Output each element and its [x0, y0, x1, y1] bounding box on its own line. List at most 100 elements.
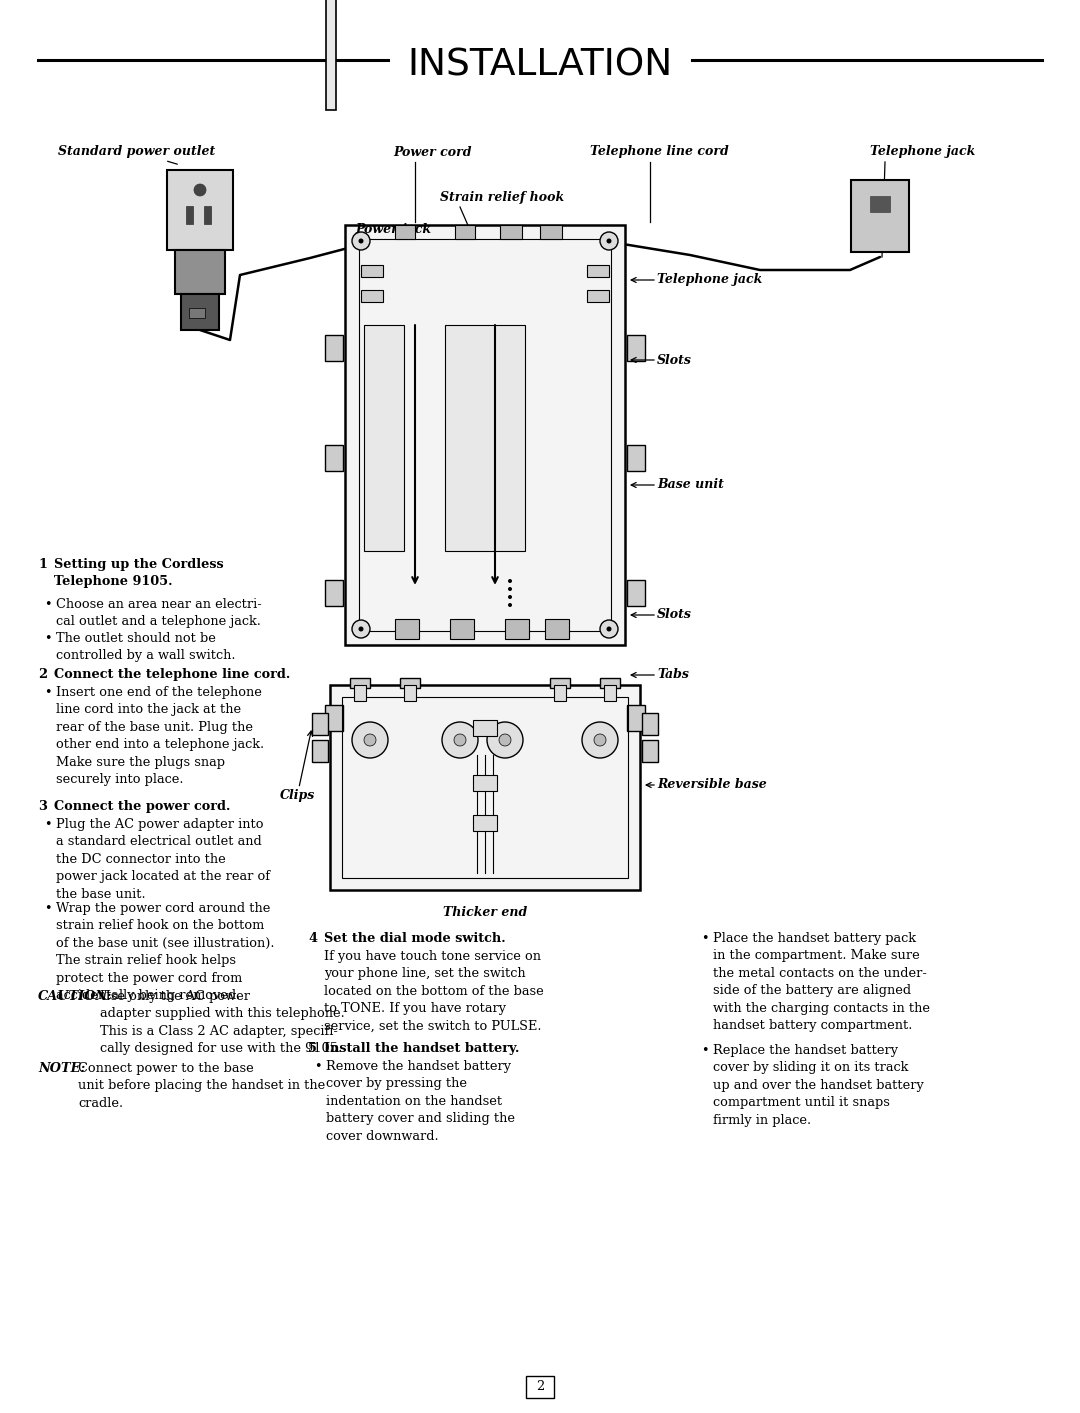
Bar	[326, 0, 336, 110]
Circle shape	[508, 603, 512, 608]
Bar	[354, 685, 366, 701]
Text: CAUTION:: CAUTION:	[38, 991, 112, 1003]
Text: Telephone jack: Telephone jack	[631, 274, 762, 287]
Bar	[473, 721, 497, 736]
Bar	[505, 619, 529, 639]
Bar	[312, 714, 328, 735]
Bar	[627, 445, 645, 471]
Text: •: •	[44, 818, 52, 831]
Bar	[345, 225, 625, 644]
Bar	[540, 225, 562, 239]
Text: Telephone jack: Telephone jack	[870, 146, 975, 158]
Text: INSTALLATION: INSTALLATION	[407, 47, 673, 83]
Text: Use only the AC power
adapter supplied with this telephone.
This is a Class 2 AC: Use only the AC power adapter supplied w…	[100, 991, 345, 1056]
Bar	[395, 225, 415, 239]
Text: Power cord: Power cord	[393, 146, 472, 158]
Text: 2: 2	[536, 1381, 544, 1393]
Circle shape	[600, 620, 618, 639]
Circle shape	[359, 239, 364, 243]
Text: Setting up the Cordless
Telephone 9105.: Setting up the Cordless Telephone 9105.	[54, 558, 224, 588]
Circle shape	[607, 626, 611, 632]
Text: Slots: Slots	[631, 609, 692, 622]
Bar	[526, 1376, 554, 1397]
Circle shape	[194, 184, 206, 196]
Text: Remove the handset battery
cover by pressing the
indentation on the handset
batt: Remove the handset battery cover by pres…	[326, 1060, 515, 1143]
Text: Power jack: Power jack	[355, 223, 431, 236]
Bar	[364, 325, 404, 551]
Bar	[588, 266, 609, 277]
Circle shape	[508, 579, 512, 584]
Circle shape	[454, 733, 465, 746]
Circle shape	[594, 733, 606, 746]
Bar	[600, 678, 620, 688]
Text: 5: 5	[308, 1041, 316, 1056]
Bar	[325, 445, 343, 471]
Text: Insert one end of the telephone
line cord into the jack at the
rear of the base : Insert one end of the telephone line cor…	[56, 685, 265, 786]
Bar	[554, 685, 566, 701]
Text: •: •	[44, 598, 52, 610]
Text: 2: 2	[38, 668, 48, 681]
Circle shape	[508, 595, 512, 599]
Bar	[404, 685, 416, 701]
Bar	[325, 705, 343, 731]
Bar	[473, 815, 497, 831]
Text: NOTE:: NOTE:	[38, 1063, 85, 1075]
Bar	[550, 678, 570, 688]
Bar	[400, 678, 420, 688]
Text: Replace the handset battery
cover by sliding it on its track
up and over the han: Replace the handset battery cover by sli…	[713, 1044, 923, 1126]
Bar	[325, 579, 343, 606]
Bar	[500, 225, 522, 239]
Text: 1: 1	[38, 558, 46, 571]
Text: Install the handset battery.: Install the handset battery.	[324, 1041, 519, 1056]
Text: Clips: Clips	[280, 731, 315, 801]
Text: Plug the AC power adapter into
a standard electrical outlet and
the DC connector: Plug the AC power adapter into a standar…	[56, 818, 270, 900]
Bar	[870, 196, 890, 212]
Circle shape	[352, 620, 370, 639]
Text: Connect the power cord.: Connect the power cord.	[54, 800, 230, 812]
Text: •: •	[701, 933, 708, 945]
Bar	[312, 740, 328, 762]
Bar	[642, 714, 658, 735]
Text: Wrap the power cord around the
strain relief hook on the bottom
of the base unit: Wrap the power cord around the strain re…	[56, 901, 274, 1002]
Text: •: •	[44, 901, 52, 916]
Bar	[545, 619, 569, 639]
Text: Slots: Slots	[631, 353, 692, 366]
Circle shape	[607, 239, 611, 243]
Bar	[361, 266, 383, 277]
Text: Telephone line cord: Telephone line cord	[590, 146, 729, 158]
Circle shape	[359, 626, 364, 632]
Bar	[627, 579, 645, 606]
Text: Reversible base: Reversible base	[646, 779, 767, 791]
Bar	[450, 619, 474, 639]
Bar	[186, 206, 193, 225]
Bar	[361, 290, 383, 302]
Text: 4: 4	[308, 933, 318, 945]
Bar	[627, 705, 645, 731]
Circle shape	[364, 733, 376, 746]
Bar	[473, 774, 497, 791]
Bar	[342, 697, 627, 877]
Bar	[455, 225, 475, 239]
Text: Base unit: Base unit	[631, 479, 724, 492]
Bar	[445, 325, 525, 551]
Bar	[588, 290, 609, 302]
Text: Choose an area near an electri-
cal outlet and a telephone jack.: Choose an area near an electri- cal outl…	[56, 598, 261, 629]
Bar	[642, 740, 658, 762]
Text: •: •	[44, 632, 52, 644]
Text: If you have touch tone service on
your phone line, set the switch
located on the: If you have touch tone service on your p…	[324, 950, 543, 1033]
Text: Connect the telephone line cord.: Connect the telephone line cord.	[54, 668, 291, 681]
Circle shape	[352, 232, 370, 250]
Circle shape	[352, 722, 388, 757]
Text: •: •	[314, 1060, 322, 1072]
Bar	[330, 685, 640, 890]
Text: Place the handset battery pack
in the compartment. Make sure
the metal contacts : Place the handset battery pack in the co…	[713, 933, 930, 1031]
Bar	[350, 678, 370, 688]
Circle shape	[442, 722, 478, 757]
Text: Thicker end: Thicker end	[443, 906, 527, 918]
Text: Tabs: Tabs	[631, 668, 689, 681]
Text: 3: 3	[38, 800, 48, 812]
Circle shape	[487, 722, 523, 757]
Circle shape	[582, 722, 618, 757]
Bar	[181, 294, 219, 331]
Text: •: •	[44, 685, 52, 699]
